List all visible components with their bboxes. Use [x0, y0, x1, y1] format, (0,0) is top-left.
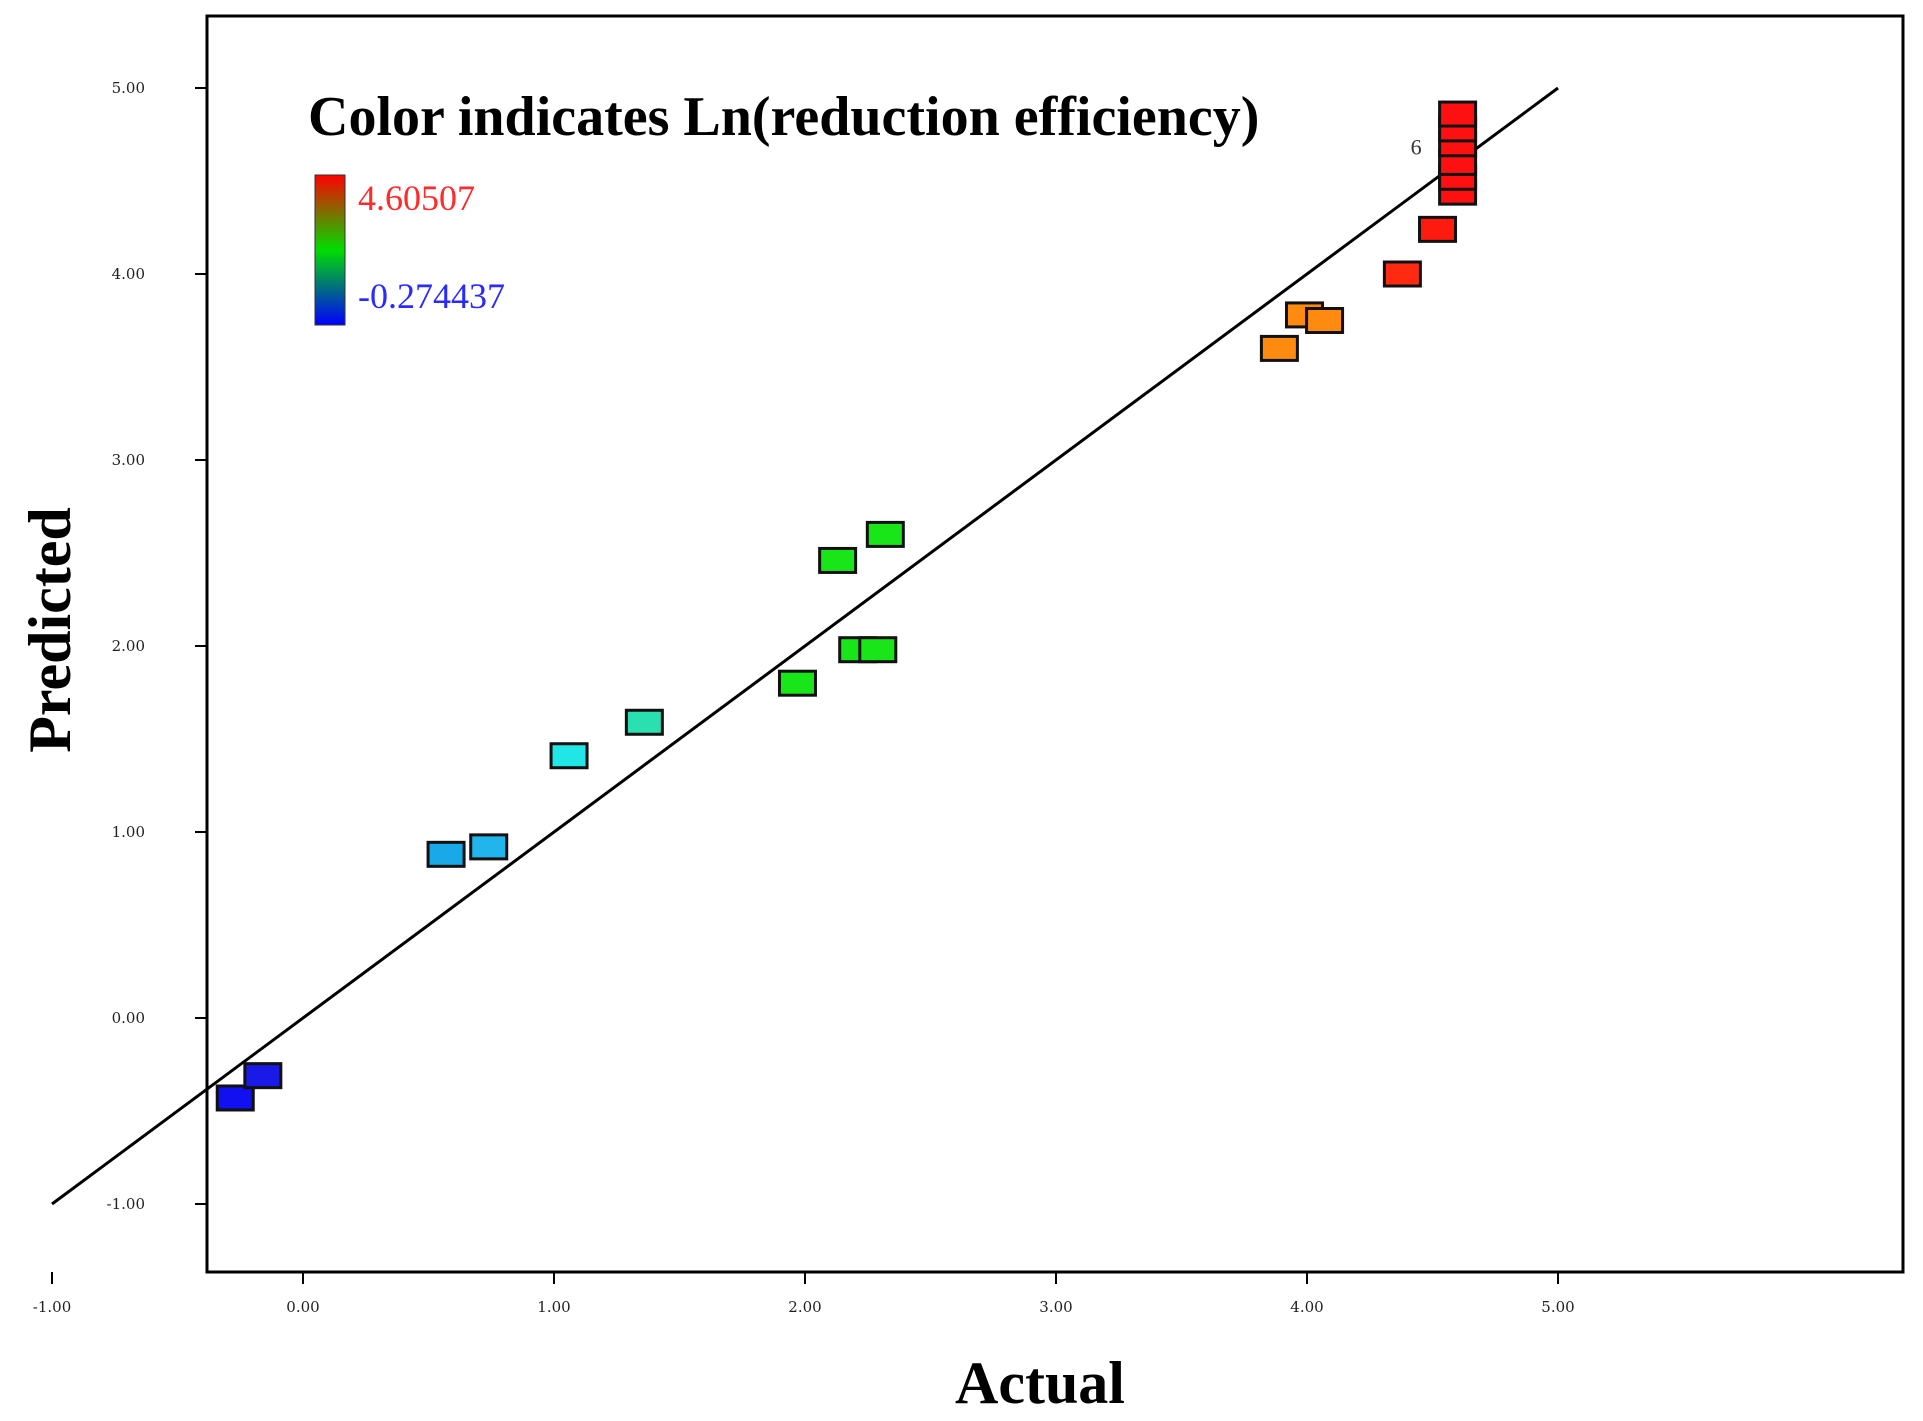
- x-axis-ticks: -1.00 0.00 1.00 2.00 3.00 4.00 5.00: [33, 1272, 1575, 1316]
- y-axis-title: Predicted: [17, 507, 83, 752]
- data-point: [1418, 215, 1458, 243]
- data-point: [865, 520, 905, 548]
- data-point: [818, 546, 858, 574]
- y-tick-label: 3.00: [112, 451, 145, 469]
- y-tick-label: 5.00: [112, 79, 145, 97]
- x-tick-label: 1.00: [537, 1298, 570, 1316]
- x-tick-label: 0.00: [286, 1298, 319, 1316]
- x-tick-label: 5.00: [1541, 1298, 1574, 1316]
- y-tick-label: -1.00: [107, 1195, 145, 1213]
- point-count-label: 6: [1411, 134, 1422, 159]
- data-point: [1305, 307, 1345, 334]
- data-point: [469, 833, 509, 861]
- data-point: [243, 1062, 283, 1090]
- legend-min-label: -0.274437: [358, 276, 505, 316]
- data-point: [1438, 100, 1478, 128]
- y-tick-label: 1.00: [112, 823, 145, 841]
- data-points: [215, 100, 1478, 1112]
- legend-max-label: 4.60507: [358, 178, 475, 218]
- legend-colorbar: [314, 174, 346, 326]
- x-tick-label: 4.00: [1290, 1298, 1323, 1316]
- x-tick-label: 3.00: [1039, 1298, 1072, 1316]
- legend: Color indicates Ln(reduction efficiency)…: [308, 86, 1259, 326]
- data-point: [624, 708, 664, 736]
- reference-line: [51, 86, 1559, 1206]
- data-point: [215, 1084, 255, 1112]
- data-point: [1259, 334, 1299, 362]
- x-tick-label: -1.00: [33, 1298, 71, 1316]
- y-axis-ticks: -1.00 0.00 1.00 2.00 3.00 4.00 5.00: [107, 79, 207, 1213]
- y-tick-label: 0.00: [112, 1009, 145, 1027]
- data-point: [777, 669, 817, 697]
- data-point: [858, 636, 898, 664]
- data-point: [1382, 260, 1422, 288]
- x-tick-label: 2.00: [788, 1298, 821, 1316]
- data-point: [426, 840, 466, 868]
- y-tick-label: 4.00: [112, 265, 145, 283]
- x-axis-title: Actual: [955, 1350, 1125, 1416]
- legend-title: Color indicates Ln(reduction efficiency): [308, 86, 1259, 148]
- y-tick-label: 2.00: [112, 637, 145, 655]
- data-point: [549, 742, 589, 770]
